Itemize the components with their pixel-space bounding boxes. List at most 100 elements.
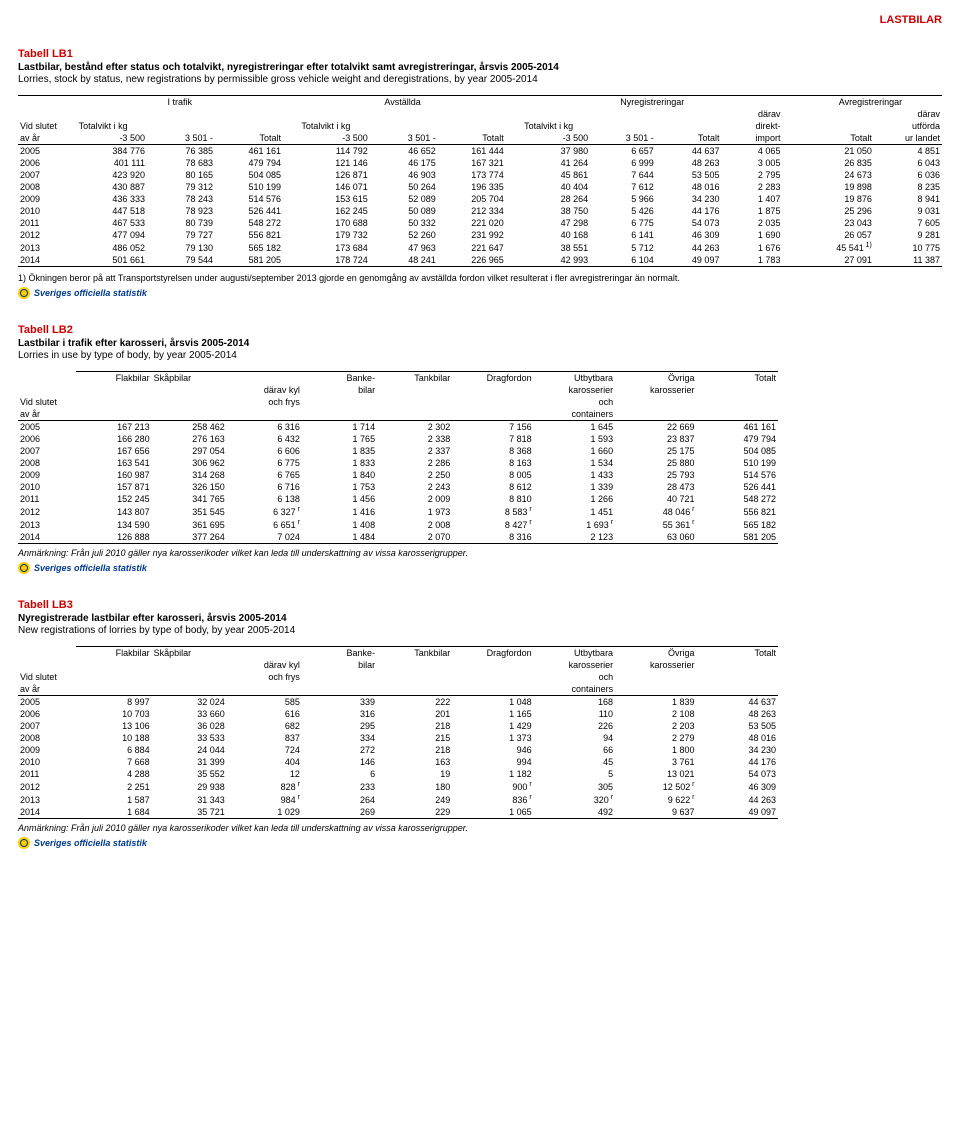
table-cell: 6 104: [590, 254, 656, 267]
table-cell: 28 264: [522, 193, 590, 205]
table-cell: 272: [302, 744, 377, 756]
table-cell: 13 021: [615, 768, 696, 780]
table-cell: 2011: [18, 768, 76, 780]
table-cell: 48 241: [370, 254, 438, 267]
table-cell: [506, 254, 522, 267]
table-cell: 2005: [18, 145, 77, 158]
table-cell: 556 821: [215, 229, 283, 241]
table-cell: 29 938: [152, 780, 227, 793]
table-cell: 2 203: [615, 720, 696, 732]
table-cell: [283, 229, 299, 241]
table-cell: 2007: [18, 720, 76, 732]
table-cell: 526 441: [697, 481, 779, 493]
table-cell: 548 272: [697, 493, 779, 505]
lb2-subtitle-en: Lorries in use by type of body, by year …: [18, 350, 942, 361]
table-cell: 7 644: [590, 169, 656, 181]
table-cell: 269: [302, 806, 377, 819]
table-cell: 436 333: [77, 193, 147, 205]
table-cell: 2012: [18, 505, 76, 518]
table-cell: 229: [377, 806, 452, 819]
table-cell: 52 089: [370, 193, 438, 205]
table-cell: [782, 217, 798, 229]
table-cell: 161 444: [438, 145, 506, 158]
table-cell: 126 871: [299, 169, 369, 181]
table-cell: 44 263: [697, 793, 779, 806]
table-cell: 79 130: [147, 241, 215, 254]
table-cell: 221 647: [438, 241, 506, 254]
table-cell: 2011: [18, 217, 77, 229]
table-cell: 2008: [18, 732, 76, 744]
table-cell: 173 684: [299, 241, 369, 254]
table-cell: 218: [377, 744, 452, 756]
table-cell: 2013: [18, 518, 76, 531]
table-cell: 504 085: [215, 169, 283, 181]
table-cell: 50 332: [370, 217, 438, 229]
lb3-subtitle-en: New registrations of lorries by type of …: [18, 625, 942, 636]
logo-icon: [18, 837, 30, 849]
table-cell: 492: [534, 806, 615, 819]
lb1-h-m3500-2: -3 500: [299, 132, 369, 145]
table-cell: 38 551: [522, 241, 590, 254]
table-cell: 510 199: [215, 181, 283, 193]
table-cell: 126 888: [76, 531, 151, 544]
table-cell: 10 188: [76, 732, 151, 744]
table-cell: 326 150: [152, 481, 227, 493]
table-cell: 10 703: [76, 708, 151, 720]
lb2-h-ovriga: Övriga: [615, 372, 696, 385]
lb1-vidslutet: Vid slutet: [18, 120, 77, 132]
lb1-subtitle-en: Lorries, stock by status, new registrati…: [18, 74, 942, 85]
table-cell: 167 656: [76, 445, 151, 457]
table-cell: 447 518: [77, 205, 147, 217]
table-cell: [283, 193, 299, 205]
table-cell: 514 576: [215, 193, 283, 205]
lb2-h-kaross2: karosserier: [615, 384, 696, 396]
table-cell: 35 552: [152, 768, 227, 780]
table-cell: 166 280: [76, 433, 151, 445]
table-cell: 2005: [18, 421, 76, 434]
lb3-h-tank: Tankbilar: [377, 647, 452, 660]
table-cell: 47 963: [370, 241, 438, 254]
table-cell: 1 839: [615, 696, 696, 709]
table-cell: 79 544: [147, 254, 215, 267]
lb2-h-drag: Dragfordon: [452, 372, 533, 385]
table-cell: 2 337: [377, 445, 452, 457]
table-cell: 163 541: [76, 457, 151, 469]
table-cell: 178 724: [299, 254, 369, 267]
logo-icon: [18, 562, 30, 574]
table-cell: 37 980: [522, 145, 590, 158]
table-cell: 48 016: [656, 181, 722, 193]
table-cell: 80 165: [147, 169, 215, 181]
table-cell: 153 615: [299, 193, 369, 205]
lb2-h-och: och: [534, 396, 615, 408]
table-cell: 4 065: [721, 145, 782, 158]
table-cell: 305: [534, 780, 615, 793]
table-cell: [782, 157, 798, 169]
lb2-note: Anmärkning: Från juli 2010 gäller nya ka…: [18, 548, 942, 558]
table-cell: 1 753: [302, 481, 377, 493]
lb3-h-banke: Banke-: [302, 647, 377, 660]
table-cell: 6 651 r: [227, 518, 302, 531]
table-cell: 7 605: [874, 217, 942, 229]
table-cell: 5 712: [590, 241, 656, 254]
lb1-h-m3500-3: -3 500: [522, 132, 590, 145]
table-cell: 384 776: [77, 145, 147, 158]
table-cell: 1 835: [302, 445, 377, 457]
table-cell: 180: [377, 780, 452, 793]
table-cell: 2 795: [721, 169, 782, 181]
table-cell: 11 387: [874, 254, 942, 267]
table-cell: 9 031: [874, 205, 942, 217]
table-cell: 1 833: [302, 457, 377, 469]
table-cell: 7 024: [227, 531, 302, 544]
table-cell: 7 156: [452, 421, 533, 434]
table-cell: 2007: [18, 169, 77, 181]
table-cell: 6 884: [76, 744, 151, 756]
table-cell: 66: [534, 744, 615, 756]
table-cell: 1 451: [534, 505, 615, 518]
table-cell: 35 721: [152, 806, 227, 819]
table-cell: 41 264: [522, 157, 590, 169]
table-cell: 8 583 r: [452, 505, 533, 518]
table-cell: 1 690: [721, 229, 782, 241]
table-cell: 477 094: [77, 229, 147, 241]
table-cell: 837: [227, 732, 302, 744]
table-cell: 143 807: [76, 505, 151, 518]
